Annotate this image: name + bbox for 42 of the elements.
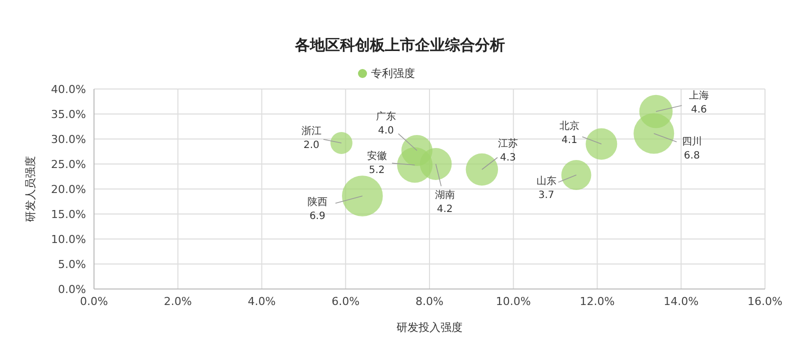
x-tick-label: 10.0% xyxy=(496,294,531,308)
y-tick-label: 0.0% xyxy=(58,282,86,296)
annotation: 四川 xyxy=(682,136,702,148)
y-axis-title: 研发人员强度 xyxy=(24,156,37,222)
x-axis-title: 研发投入强度 xyxy=(396,321,462,334)
x-tick-label: 6.0% xyxy=(332,294,360,308)
annotation: 浙江 xyxy=(301,125,322,137)
data-label: 4.0 xyxy=(378,126,394,136)
annotation: 陕西 xyxy=(307,196,328,208)
x-tick-label: 4.0% xyxy=(248,294,276,308)
x-tick-label: 14.0% xyxy=(664,294,699,308)
x-tick-label: 2.0% xyxy=(164,294,192,308)
x-tick-label: 8.0% xyxy=(416,294,444,308)
x-tick-label: 12.0% xyxy=(580,294,615,308)
data-label: 5.2 xyxy=(368,165,385,176)
annotation: 广东 xyxy=(376,110,396,122)
annotation: 江苏 xyxy=(498,138,518,150)
data-label: 4.2 xyxy=(436,204,453,215)
annotation: 上海 xyxy=(688,90,709,102)
annotation: 湖南 xyxy=(434,189,455,201)
x-tick-label: 0.0% xyxy=(80,294,108,308)
y-tick-label: 40.0% xyxy=(51,82,86,96)
data-label: 4.6 xyxy=(691,104,707,116)
x-tick-label: 16.0% xyxy=(748,294,782,308)
y-tick-label: 10.0% xyxy=(51,232,86,246)
legend-label: 专利强度 xyxy=(371,67,415,80)
annotation: 北京 xyxy=(559,120,580,132)
data-label: 3.7 xyxy=(538,190,554,201)
y-tick-label: 25.0% xyxy=(51,158,86,171)
annotation: 山东 xyxy=(536,175,556,187)
data-label: 6.8 xyxy=(684,150,700,162)
data-label: 2.0 xyxy=(303,140,320,151)
annotation: 安徽 xyxy=(366,150,387,162)
y-tick-label: 35.0% xyxy=(51,108,86,121)
y-tick-label: 20.0% xyxy=(51,182,86,196)
y-tick-label: 15.0% xyxy=(51,208,86,221)
y-tick-label: 5.0% xyxy=(58,258,86,271)
data-label: 4.1 xyxy=(561,135,578,146)
data-label: 6.9 xyxy=(309,211,326,222)
data-label: 4.3 xyxy=(500,152,516,164)
y-tick-label: 30.0% xyxy=(51,132,86,146)
chart-title: 各地区科创板上市企业综合分析 xyxy=(294,36,506,55)
